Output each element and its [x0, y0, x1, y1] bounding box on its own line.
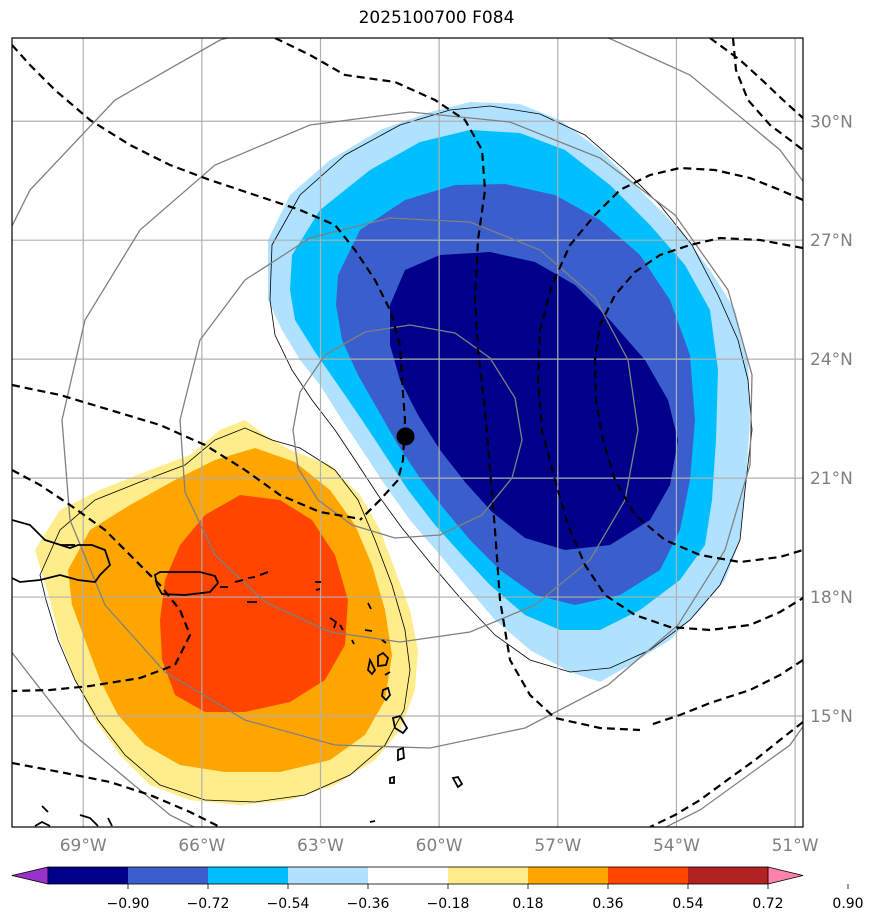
- coast-martinique: [391, 714, 409, 735]
- colorbar-bin: [688, 867, 769, 884]
- storm-center-marker: [396, 427, 415, 446]
- colorbar-bin: [608, 867, 689, 884]
- lon-tick-label: 54°W: [653, 836, 700, 856]
- colorbar-tick-label: 0.36: [592, 896, 623, 912]
- colorbar-tick-label: −0.36: [347, 896, 390, 912]
- map-frame: [11, 37, 804, 828]
- coast-anguilla: [315, 581, 321, 591]
- colorbar-bin: [48, 867, 129, 884]
- colorbar-bin: [128, 867, 209, 884]
- range-ring-4: [12, 38, 803, 228]
- lon-tick-label: 66°W: [178, 836, 225, 856]
- colorbar-tick-label: −0.72: [187, 896, 230, 912]
- lat-tick-labels: 30°N 27°N 24°N 21°N 18°N 15°N: [810, 112, 853, 727]
- filled-contours: [35, 102, 750, 805]
- colorbar-bin: [208, 867, 289, 884]
- lon-tick-label: 57°W: [534, 836, 581, 856]
- colorbar-tick-label: 0.54: [672, 896, 703, 912]
- colorbar-extend-high: [767, 866, 804, 885]
- coast-barbados: [451, 775, 464, 789]
- lat-tick-label: 27°N: [810, 231, 853, 251]
- lon-tick-labels: 69°W 66°W 63°W 60°W 57°W 54°W 51°W: [60, 836, 819, 856]
- coast-dominica: [381, 686, 391, 702]
- coast-hispaniola: [12, 519, 112, 583]
- coast-vieques: [220, 576, 256, 588]
- coast-grenada: [369, 820, 376, 823]
- coast-puerto-rico: [153, 571, 220, 596]
- lat-tick-label: 18°N: [810, 588, 853, 608]
- range-ring-4b: [12, 651, 803, 827]
- colorbar-tick-label: −0.90: [107, 896, 150, 912]
- coast-south-america: [34, 805, 113, 827]
- colorbar-tick-label: −0.54: [267, 896, 310, 912]
- colorbar-bin: [288, 867, 369, 884]
- lon-tick-label: 60°W: [416, 836, 463, 856]
- colorbar-tick-label: 0.72: [752, 896, 783, 912]
- colorbar-outline: [47, 866, 769, 885]
- colorbar-bin: [368, 867, 449, 884]
- colorbar-bin: [448, 867, 529, 884]
- coast-antigua: [351, 602, 373, 645]
- gridlines: [12, 38, 803, 827]
- colorbar: −0.90 −0.72 −0.54 −0.36 −0.18 0.18 0.36 0.54 0.7…: [11, 866, 864, 912]
- coast-st-lucia: [397, 746, 405, 762]
- plot-title: 2025100700 F084: [358, 8, 515, 28]
- colorbar-bin: [528, 867, 609, 884]
- colorbar-tick-label: 0.90: [832, 896, 863, 912]
- outline-contours: [39, 105, 753, 803]
- colorbar-tick-label: −0.18: [427, 896, 470, 912]
- colorbar-extend-low: [11, 866, 49, 885]
- lon-tick-label: 63°W: [297, 836, 344, 856]
- lon-tick-label: 51°W: [772, 836, 819, 856]
- range-ring-3: [61, 111, 753, 749]
- lat-tick-label: 21°N: [810, 469, 853, 489]
- lon-tick-label: 69°W: [60, 836, 107, 856]
- coast-st-kitts: [329, 617, 344, 631]
- coast-st-vincent: [389, 775, 395, 784]
- dashed-contours: [12, 38, 803, 827]
- negative-contour-0.72: [390, 252, 678, 550]
- coast-guadeloupe: [367, 651, 390, 676]
- lat-tick-label: 15°N: [810, 707, 853, 727]
- coast-extra-islands: [381, 639, 391, 676]
- lat-tick-label: 24°N: [810, 350, 853, 370]
- range-rings: [12, 38, 803, 827]
- positive-contour-0.54: [160, 495, 348, 712]
- colorbar-tick-label: 0.18: [512, 896, 543, 912]
- range-ring-2: [179, 217, 639, 643]
- coastlines: [12, 519, 464, 827]
- lat-tick-label: 30°N: [810, 112, 853, 132]
- coast-virgin-islands: [247, 571, 269, 603]
